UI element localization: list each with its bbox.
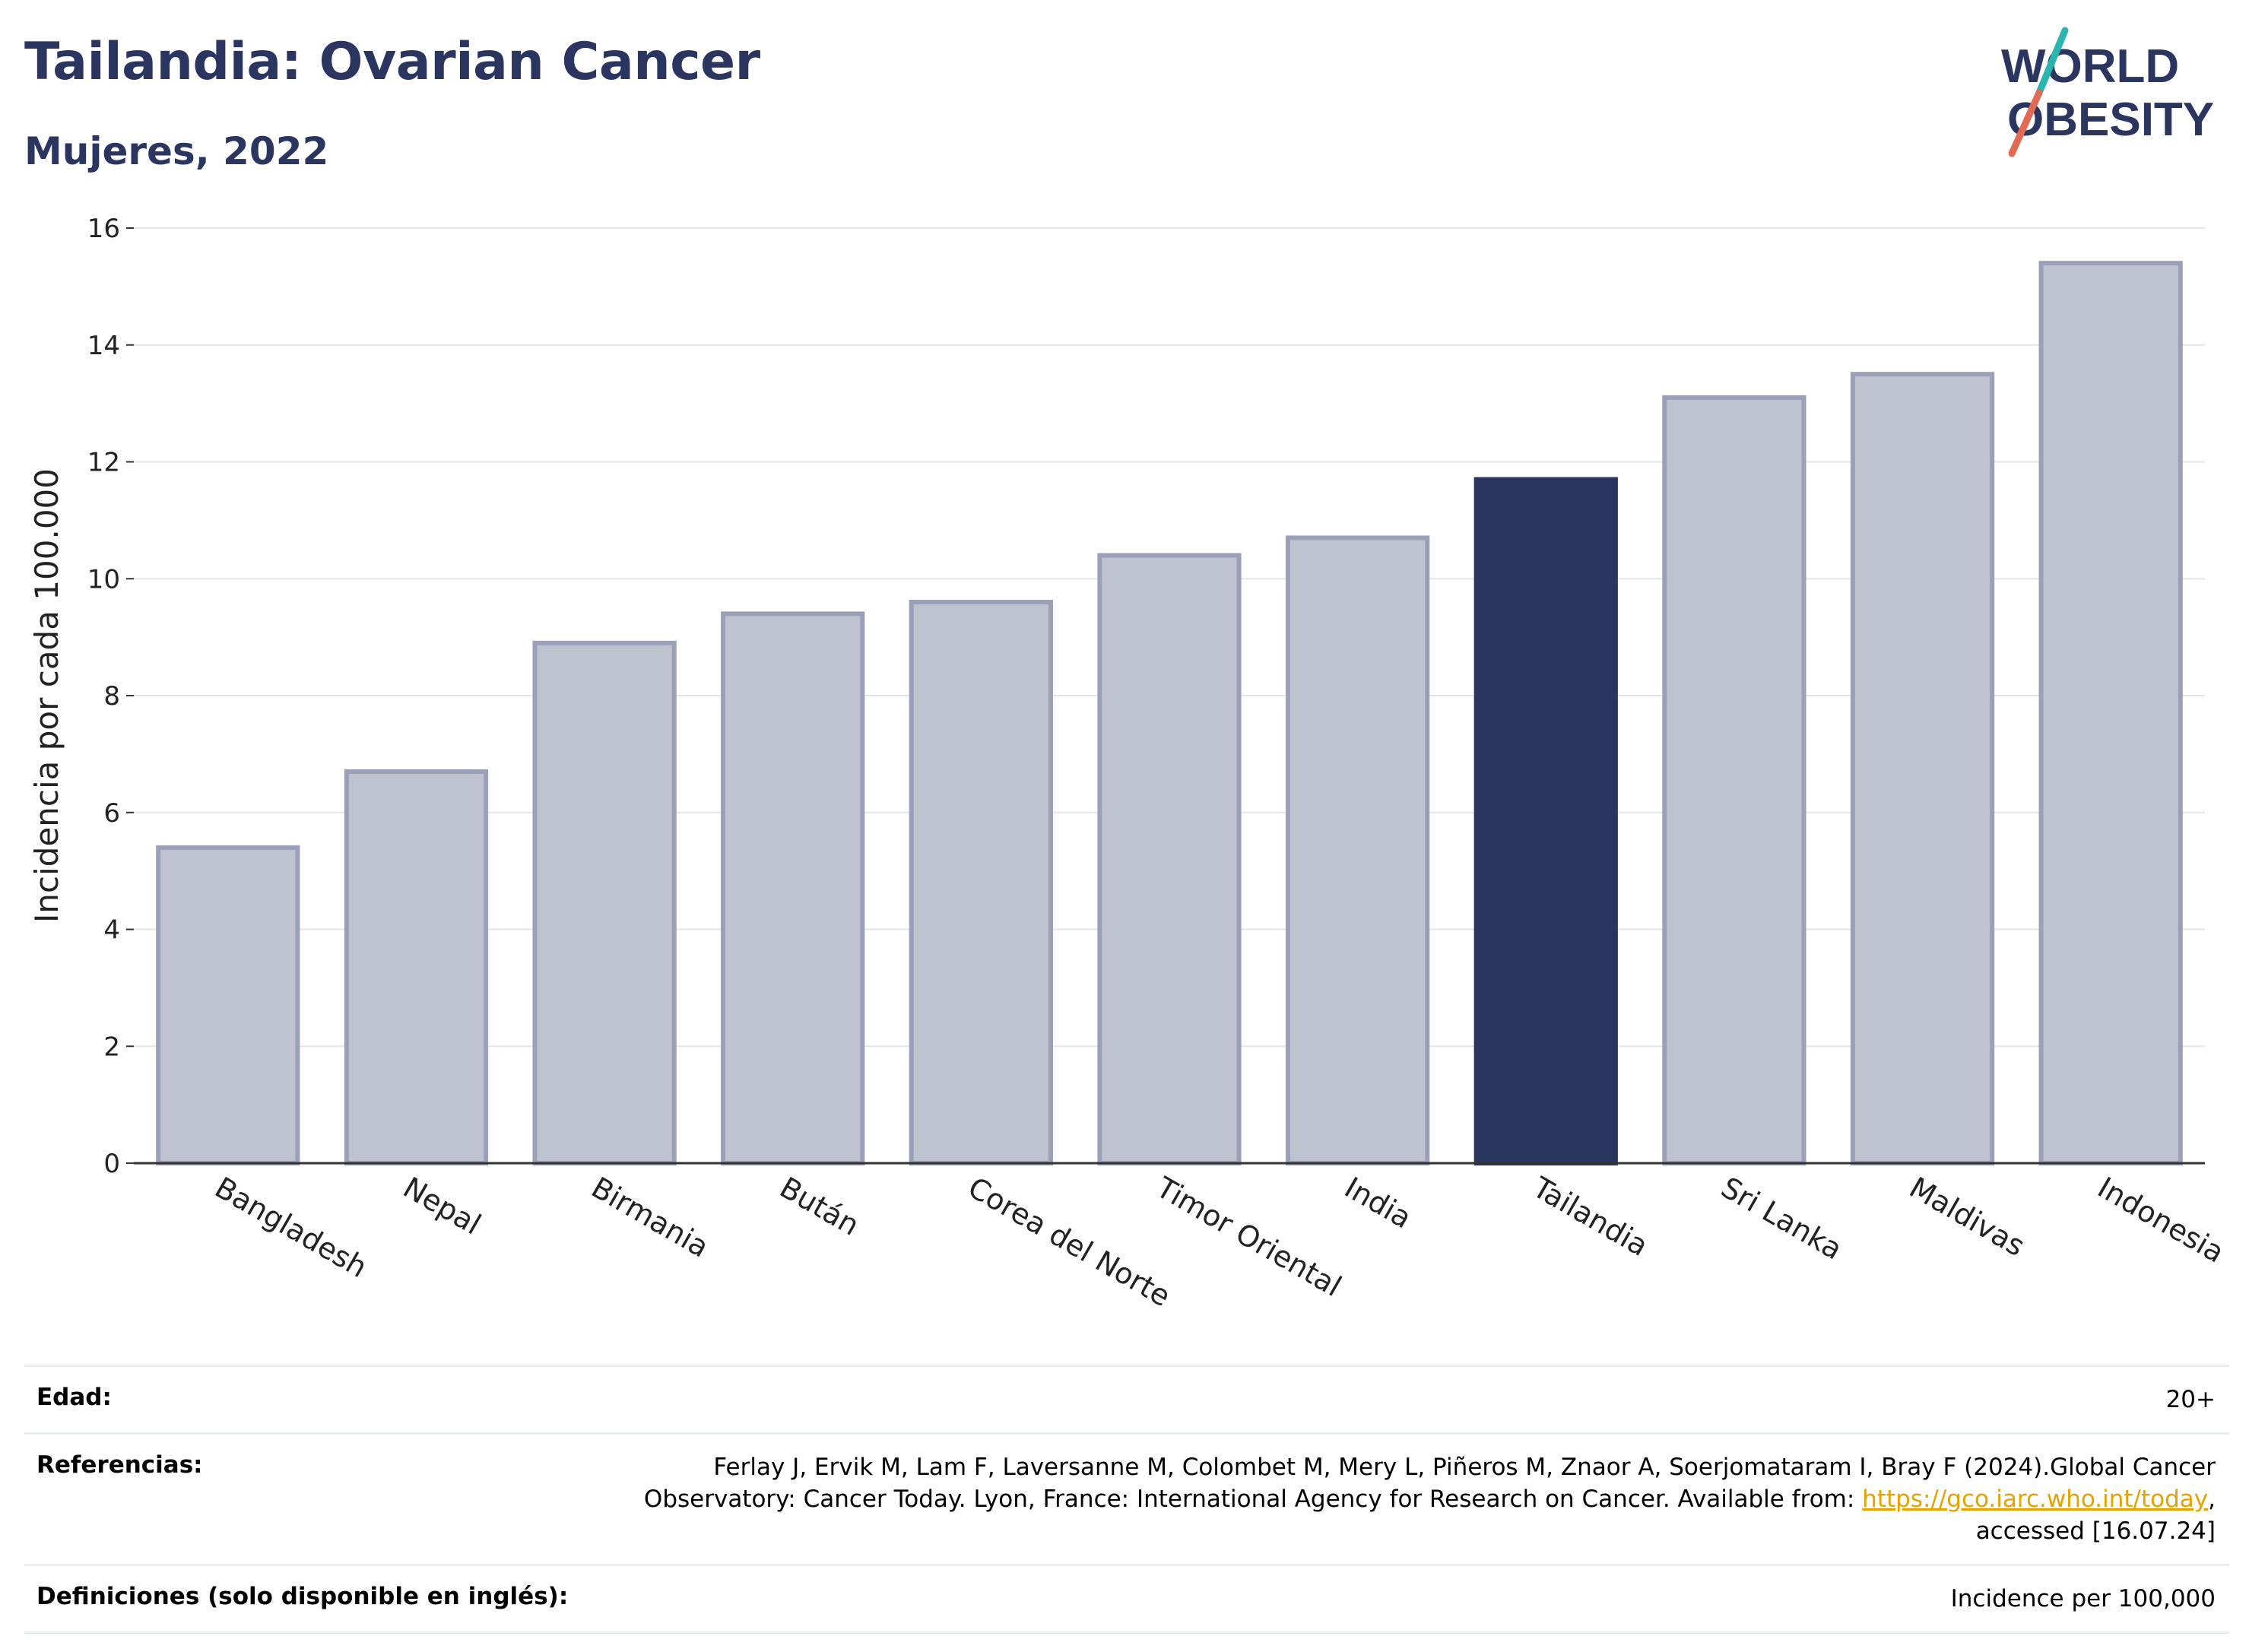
references-line3: accessed [16.07.24] (1975, 1517, 2216, 1545)
x-category-label: Indonesia (2092, 1171, 2230, 1270)
references-link[interactable]: https://gco.iarc.who.int/today (1862, 1486, 2209, 1513)
logo-line1: WORLD (2001, 40, 2179, 93)
bar-maldivas (1850, 372, 1995, 1165)
bar-sri-lanka (1662, 395, 1806, 1165)
y-tick-label: 6 (103, 798, 120, 829)
y-tick-label: 8 (103, 681, 120, 712)
definitions-value: Incidence per 100,000 (1950, 1585, 2216, 1612)
references-value: Ferlay J, Ervik M, Lam F, Laversanne M, … (644, 1451, 2216, 1547)
bar-nepal (344, 769, 489, 1165)
footer-row-references: Referencias: Ferlay J, Ervik M, Lam F, L… (24, 1432, 2229, 1564)
bar-corea-del-norte (909, 600, 1053, 1165)
x-category-label: Nepal (398, 1171, 487, 1241)
references-line2: Observatory: Cancer Today. Lyon, France:… (643, 1486, 1863, 1513)
x-category-label: Timor Oriental (1150, 1170, 1347, 1303)
logo-line2: OBESITY (2007, 94, 2214, 146)
y-tick-label: 10 (87, 564, 120, 595)
world-obesity-logo: WORLD OBESITY (2001, 27, 2214, 157)
bar-tailandia (1473, 477, 1618, 1165)
bar-indonesia (2038, 261, 2183, 1165)
references-key: Referencias: (36, 1451, 203, 1479)
definitions-key: Definiciones (solo disponible en inglés)… (36, 1583, 569, 1610)
x-category-label: Bután (774, 1171, 864, 1242)
y-tick-label: 0 (103, 1149, 120, 1179)
age-key: Edad: (36, 1384, 112, 1411)
y-tick-label: 14 (87, 331, 120, 361)
bar-india (1286, 535, 1430, 1165)
references-line2-end: , (2208, 1486, 2216, 1513)
x-category-label: Maldivas (1904, 1171, 2031, 1264)
y-tick-label: 12 (87, 448, 120, 478)
chart-subtitle: Mujeres, 2022 (24, 129, 329, 173)
x-category-label: Tailandia (1527, 1170, 1654, 1263)
x-category-label: Corea del Norte (963, 1171, 1176, 1314)
chart-title: Tailandia: Ovarian Cancer (24, 32, 760, 92)
y-tick-label: 4 (103, 915, 120, 946)
bar-birmania (532, 640, 677, 1165)
bar-bután (721, 611, 865, 1165)
bar-chart: 0 2 4 6 8 10 12 14 16 Bangladesh Nepal Birmania Butá… (28, 214, 2230, 1314)
y-tick-label: 16 (87, 214, 120, 244)
age-value: 20+ (2165, 1386, 2216, 1413)
bar-bangladesh (156, 845, 300, 1165)
x-category-label: Birmania (586, 1171, 715, 1264)
footer-row-age: Edad: 20+ (24, 1365, 2229, 1432)
y-tick-label: 2 (103, 1032, 120, 1062)
x-category-label: Bangladesh (209, 1171, 373, 1285)
footer-row-definitions: Definiciones (solo disponible en inglés)… (24, 1564, 2229, 1634)
x-category-label: Sri Lanka (1715, 1171, 1848, 1267)
chart-footer: Edad: 20+ Referencias: Ferlay J, Ervik M… (24, 1365, 2229, 1634)
bar-timor-oriental (1097, 553, 1242, 1165)
x-category-label: India (1339, 1171, 1417, 1235)
references-line1: Ferlay J, Ervik M, Lam F, Laversanne M, … (713, 1454, 2216, 1481)
y-axis-label: Incidencia por cada 100.000 (28, 468, 65, 923)
